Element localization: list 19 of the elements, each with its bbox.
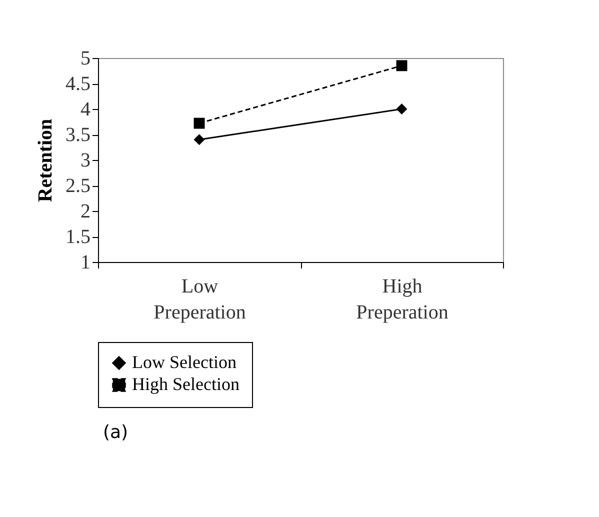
point: [396, 104, 408, 114]
y-axis-title: Retention: [34, 118, 56, 202]
legend-label: High Selection: [132, 374, 240, 394]
y-tick-label: 4: [80, 98, 90, 120]
y-tick-label: 2.5: [66, 175, 90, 197]
point: [194, 134, 205, 146]
text: (a): [103, 422, 128, 443]
y-tick-label: 1: [80, 252, 90, 274]
y-tick-label: 4.5: [66, 73, 90, 95]
y-tick-label: 1.5: [66, 226, 90, 248]
legend-label: Low Selection: [132, 352, 236, 372]
point: [194, 118, 205, 129]
x-tick-label: Low Preperation: [154, 276, 246, 324]
y-tick-label: 3.5: [66, 124, 90, 146]
point: [396, 60, 408, 72]
y-tick-label: 2: [80, 200, 90, 222]
x-tick-label: High Preperation: [356, 276, 448, 324]
y-tick-label: 5: [80, 48, 90, 70]
y-tick-label: 3: [80, 150, 90, 172]
